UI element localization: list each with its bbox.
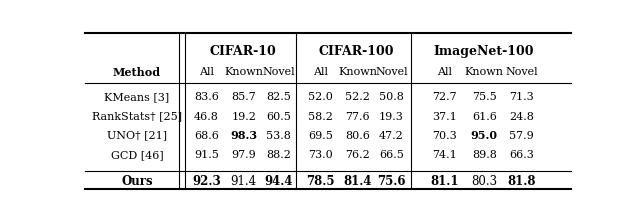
Text: 98.3: 98.3 [230,130,257,141]
Text: 91.5: 91.5 [194,150,219,160]
Text: 58.2: 58.2 [308,112,333,122]
Text: 91.4: 91.4 [230,175,257,188]
Text: 53.8: 53.8 [266,131,291,141]
Text: 69.5: 69.5 [308,131,333,141]
Text: 77.6: 77.6 [346,112,370,122]
Text: 57.9: 57.9 [509,131,534,141]
Text: RankStats† [25]: RankStats† [25] [92,112,182,122]
Text: 89.8: 89.8 [472,150,497,160]
Text: Known: Known [224,67,263,78]
Text: CIFAR-10: CIFAR-10 [209,45,276,58]
Text: 73.0: 73.0 [308,150,333,160]
Text: Novel: Novel [505,67,538,78]
Text: 71.3: 71.3 [509,92,534,102]
Text: 95.0: 95.0 [471,130,498,141]
Text: UNO† [21]: UNO† [21] [107,131,167,141]
Text: 60.5: 60.5 [266,112,291,122]
Text: 94.4: 94.4 [264,175,292,188]
Text: 85.7: 85.7 [231,92,256,102]
Text: 68.6: 68.6 [194,131,219,141]
Text: 81.1: 81.1 [430,175,459,188]
Text: CIFAR-100: CIFAR-100 [319,45,394,58]
Text: 75.6: 75.6 [377,175,406,188]
Text: 81.4: 81.4 [344,175,372,188]
Text: Novel: Novel [262,67,294,78]
Text: Method: Method [113,67,161,78]
Text: 50.8: 50.8 [379,92,404,102]
Text: 78.5: 78.5 [307,175,335,188]
Text: 46.8: 46.8 [194,112,219,122]
Text: 70.3: 70.3 [432,131,457,141]
Text: 72.7: 72.7 [432,92,457,102]
Text: 88.2: 88.2 [266,150,291,160]
Text: 19.2: 19.2 [231,112,256,122]
Text: 24.8: 24.8 [509,112,534,122]
Text: 37.1: 37.1 [432,112,457,122]
Text: Novel: Novel [375,67,408,78]
Text: 75.5: 75.5 [472,92,497,102]
Text: 47.2: 47.2 [379,131,404,141]
Text: 52.2: 52.2 [346,92,370,102]
Text: 83.6: 83.6 [194,92,219,102]
Text: 76.2: 76.2 [346,150,370,160]
Text: 66.5: 66.5 [379,150,404,160]
Text: 82.5: 82.5 [266,92,291,102]
Text: Known: Known [465,67,504,78]
Text: 80.3: 80.3 [471,175,497,188]
Text: 81.8: 81.8 [507,175,536,188]
Text: ImageNet-100: ImageNet-100 [433,45,534,58]
Text: 74.1: 74.1 [432,150,457,160]
Text: All: All [313,67,328,78]
Text: KMeans [3]: KMeans [3] [104,92,170,102]
Text: 19.3: 19.3 [379,112,404,122]
Text: All: All [437,67,452,78]
Text: All: All [199,67,214,78]
Text: Known: Known [339,67,377,78]
Text: 92.3: 92.3 [192,175,221,188]
Text: 80.6: 80.6 [346,131,370,141]
Text: 66.3: 66.3 [509,150,534,160]
Text: 52.0: 52.0 [308,92,333,102]
Text: GCD [46]: GCD [46] [111,150,163,160]
Text: 97.9: 97.9 [231,150,256,160]
Text: Ours: Ours [121,175,153,188]
Text: 61.6: 61.6 [472,112,497,122]
